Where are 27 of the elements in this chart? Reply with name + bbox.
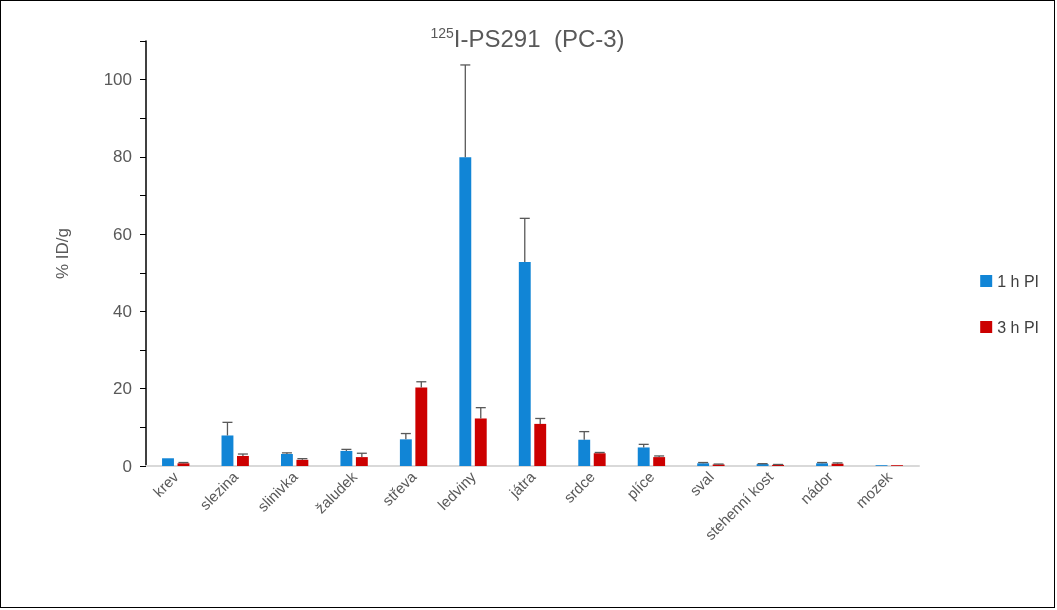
bar [280,454,293,466]
bar [653,457,666,466]
x-tick-label: krev [149,467,183,501]
bar [340,450,353,466]
y-tick-label: 100 [103,70,132,90]
bar [474,418,487,466]
bar [296,459,309,466]
y-tick-label: 20 [113,379,132,399]
bar [518,262,531,466]
legend-label: 1 h PI [997,272,1040,290]
bar [415,387,428,466]
bar [355,457,368,466]
bar [593,453,606,466]
bar [162,458,174,466]
bar [578,439,591,466]
y-tick-label: 40 [113,301,132,321]
y-tick-label: 60 [113,224,132,244]
bar [236,455,249,466]
y-tick-label: 0 [122,456,132,476]
legend-label: 3 h PI [997,318,1040,336]
bar [637,447,650,466]
bar [534,423,547,466]
y-axis-title: % ID/g [53,227,72,280]
bar [399,439,412,466]
bar [221,435,234,466]
bar [459,157,472,466]
y-tick-label: 80 [113,147,132,167]
